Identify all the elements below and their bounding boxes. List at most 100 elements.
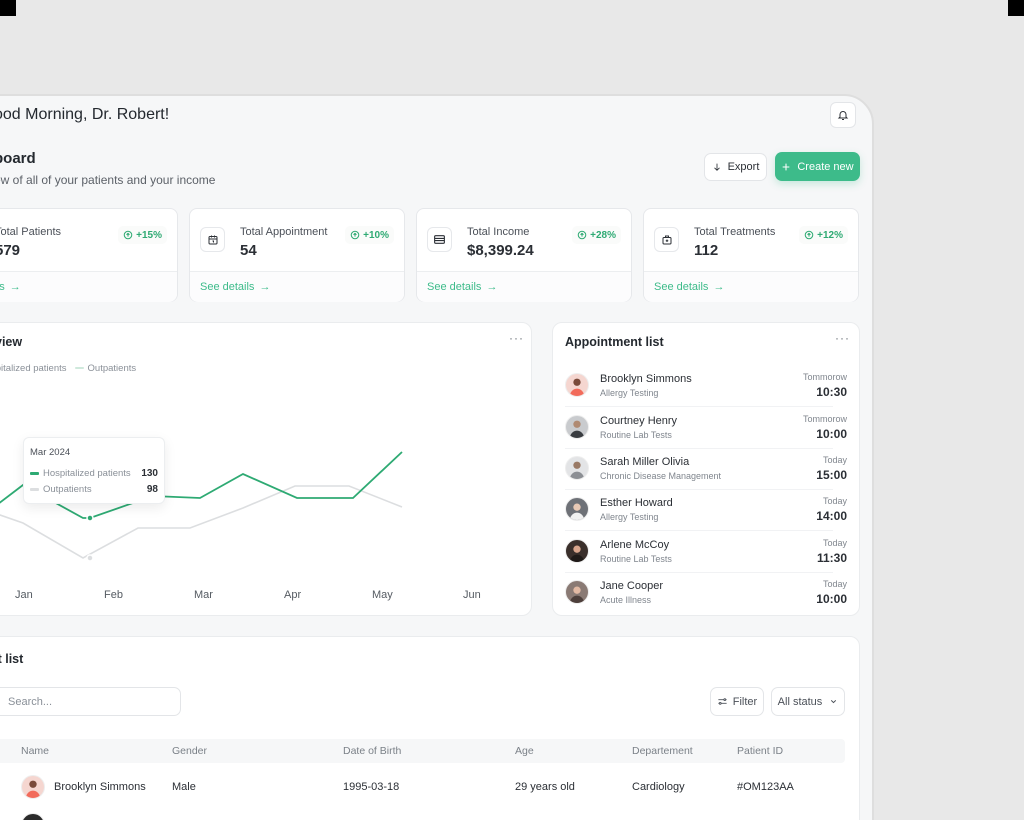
column-header[interactable]: Departement xyxy=(632,745,693,757)
column-header[interactable]: Patient ID xyxy=(737,745,784,757)
x-label: Apr xyxy=(284,589,302,601)
see-details-link[interactable]: See details → xyxy=(644,271,858,302)
patient-list-title: ent list xyxy=(0,652,24,666)
appointment-time: 10:30 xyxy=(816,384,847,399)
overview-title: view xyxy=(0,335,23,349)
status-label: All status xyxy=(777,695,823,708)
appointment-item[interactable]: Arlene McCoy Routine Lab Tests Today 11:30 xyxy=(565,531,847,571)
appointment-item[interactable]: Brooklyn Simmons Allergy Testing Tommorow… xyxy=(565,365,847,405)
appointment-time: 11:30 xyxy=(816,550,847,565)
more-options-icon[interactable]: ··· xyxy=(835,331,850,345)
avatar xyxy=(565,373,589,397)
arrow-up-circle-icon xyxy=(350,230,360,240)
page-subtitle: ew of all of your patients and your inco… xyxy=(0,173,216,187)
avatar xyxy=(565,456,589,480)
export-button[interactable]: Export xyxy=(704,153,767,181)
appointment-day: Today xyxy=(822,454,847,465)
cell-name: Brooklyn Simmons xyxy=(54,781,146,793)
arrow-up-circle-icon xyxy=(577,230,587,240)
x-label: Mar xyxy=(194,589,213,601)
see-details-label: See details xyxy=(427,281,482,293)
chevron-down-icon xyxy=(831,700,837,704)
appointment-item[interactable]: Esther Howard Allergy Testing Today 14:00 xyxy=(565,489,847,529)
notifications-button[interactable] xyxy=(830,102,856,128)
divider xyxy=(565,489,833,490)
avatar xyxy=(21,775,45,799)
stat-change: +28% xyxy=(590,229,616,241)
stat-change-badge: +12% xyxy=(799,226,848,244)
plus-icon xyxy=(783,163,790,170)
table-row[interactable]: Brooklyn Simmons Male 1995-03-18 29 year… xyxy=(0,771,845,807)
appointment-day: Today xyxy=(822,495,847,506)
see-details-label: See details xyxy=(200,281,255,293)
stat-label: Total Treatments xyxy=(694,226,776,238)
see-details-link[interactable]: See details → xyxy=(417,271,631,302)
legend-hospitalized: spitalized patients xyxy=(0,363,67,374)
arrow-down-icon xyxy=(713,163,720,171)
chart-tooltip: Mar 2024 Hospitalized patients 130 Outpat… xyxy=(23,437,165,504)
see-details-link[interactable]: See details → xyxy=(190,271,404,302)
export-label: Export xyxy=(727,161,760,173)
create-new-button[interactable]: Create new xyxy=(775,152,860,181)
stat-value: 579 xyxy=(0,242,21,259)
column-header[interactable]: Date of Birth xyxy=(343,745,402,757)
search-input[interactable]: Search... xyxy=(0,687,181,716)
avatar xyxy=(565,539,589,563)
tooltip-row-outpatients: Outpatients 98 xyxy=(30,484,158,495)
divider xyxy=(565,530,833,531)
cell-patient-id: #OM123AA xyxy=(737,781,794,793)
appointment-item[interactable]: Courtney Henry Routine Lab Tests Tommorow… xyxy=(565,407,847,447)
filter-button[interactable]: Filter xyxy=(710,687,764,716)
appointment-item[interactable]: Sarah Miller Olivia Chronic Disease Manag… xyxy=(565,448,847,488)
appointment-time: 14:00 xyxy=(816,508,847,523)
appointment-type: Chronic Disease Management xyxy=(600,470,722,481)
see-details-link[interactable]: details → xyxy=(0,271,177,302)
patient-name: Esther Howard xyxy=(600,496,673,509)
overview-chart-panel: view ··· spitalized patients Outpatients… xyxy=(0,322,532,616)
filter-label: Filter xyxy=(732,695,758,708)
patient-name: Brooklyn Simmons xyxy=(600,372,692,385)
x-label: Jun xyxy=(463,589,481,601)
sliders-icon xyxy=(718,698,727,705)
patient-name: Arlene McCoy xyxy=(600,538,670,551)
column-header[interactable]: Gender xyxy=(172,745,208,757)
tooltip-title: Mar 2024 xyxy=(30,447,71,458)
stat-label: Total Income xyxy=(467,226,530,238)
legend-outpatients: Outpatients xyxy=(74,363,136,374)
create-new-label: Create new xyxy=(797,160,854,173)
divider xyxy=(565,448,833,449)
arrow-right-icon: → xyxy=(713,281,725,293)
cell-dob: 1995-03-18 xyxy=(343,781,400,793)
medical-bag-icon xyxy=(654,227,679,252)
stat-card-patients: Total Patients 579 +15% details → xyxy=(0,208,178,302)
divider xyxy=(565,406,833,407)
more-options-icon[interactable]: ··· xyxy=(509,331,524,345)
line-chart xyxy=(0,451,403,562)
arrow-right-icon: → xyxy=(259,281,271,293)
stat-change-badge: +28% xyxy=(572,226,621,244)
column-header[interactable]: Age xyxy=(515,745,534,757)
arrow-up-circle-icon xyxy=(123,230,133,240)
x-label: Jan xyxy=(15,589,33,601)
avatar xyxy=(565,415,589,439)
wallet-icon xyxy=(427,227,452,252)
stat-label: Total Patients xyxy=(0,226,62,238)
patient-name: Courtney Henry xyxy=(600,414,678,427)
bell-icon xyxy=(837,111,849,120)
arrow-up-circle-icon xyxy=(804,230,814,240)
appointment-time: 10:00 xyxy=(816,426,847,441)
stat-change: +15% xyxy=(136,229,162,241)
patient-name: Sarah Miller Olivia xyxy=(600,455,690,468)
stat-card-appointment: Total Appointment 54 +10% See details → xyxy=(189,208,405,302)
cell-department: Cardiology xyxy=(632,781,685,793)
appointment-day: Tommorow xyxy=(802,371,847,382)
stat-change-badge: +15% xyxy=(118,226,167,244)
stat-card-treatments: Total Treatments 112 +12% See details → xyxy=(643,208,859,302)
appointment-item[interactable]: Jane Cooper Acute Illness Today 10:00 xyxy=(565,572,847,612)
column-header[interactable]: Name xyxy=(21,745,50,757)
status-dropdown[interactable]: All status xyxy=(771,687,845,716)
appointment-list-title: Appointment list xyxy=(565,335,664,349)
avatar xyxy=(21,813,45,820)
app-window: ood Morning, Dr. Robert! board ew of all… xyxy=(0,94,874,820)
greeting: ood Morning, Dr. Robert! xyxy=(0,106,170,123)
